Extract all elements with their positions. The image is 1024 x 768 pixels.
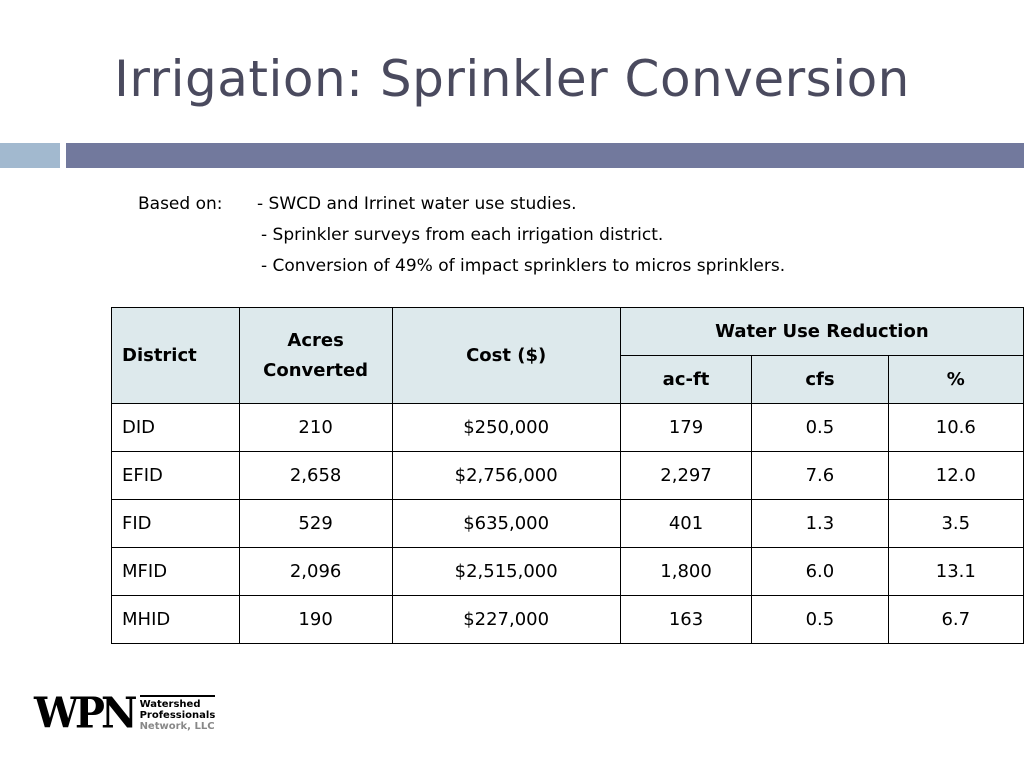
header-cost-text: Cost ($): [466, 344, 547, 366]
table-cell: 3.5: [887, 499, 1024, 548]
header-cfs: cfs: [751, 355, 889, 404]
table-row: MHID 190 $227,000 163 0.5 6.7: [111, 595, 1024, 644]
table-cell: 2,297: [619, 451, 753, 500]
table-row: MFID 2,096 $2,515,000 1,800 6.0 13.1: [111, 547, 1024, 596]
header-pct: %: [887, 355, 1024, 404]
table-cell: 1,800: [619, 547, 753, 596]
table-cell: 163: [619, 595, 753, 644]
logo-line: Professionals: [139, 710, 216, 721]
table-row: FID 529 $635,000 401 1.3 3.5: [111, 499, 1024, 548]
table-cell: 6.7: [887, 595, 1024, 644]
table-cell: 13.1: [887, 547, 1024, 596]
table-cell: 12.0: [887, 451, 1024, 500]
based-on-label: Based on:: [138, 194, 223, 214]
table-cell: $635,000: [391, 499, 621, 548]
table-cell: $2,756,000: [391, 451, 621, 500]
table-cell: 2,658: [238, 451, 393, 500]
header-district: District: [111, 307, 240, 404]
table-cell: 0.5: [751, 595, 889, 644]
based-on-item: - Conversion of 49% of impact sprinklers…: [261, 256, 786, 276]
table-cell: MHID: [111, 595, 240, 644]
table-cell: FID: [111, 499, 240, 548]
header-acres: Acres Converted: [238, 307, 393, 404]
table-cell: 6.0: [751, 547, 889, 596]
accent-bar-dark: [66, 143, 1024, 168]
accent-bar-light: [0, 143, 60, 168]
table-cell: 1.3: [751, 499, 889, 548]
logo-line: Network, LLC: [139, 721, 215, 732]
table-cell: 401: [619, 499, 753, 548]
table-cell: 190: [238, 595, 393, 644]
slide-title: Irrigation: Sprinkler Conversion: [114, 50, 910, 108]
wpn-logo: WPN Watershed Professionals Network, LLC: [34, 688, 216, 739]
table-cell: EFID: [111, 451, 240, 500]
table-cell: $227,000: [391, 595, 621, 644]
based-on-item: - Sprinkler surveys from each irrigation…: [261, 225, 664, 245]
logo-mark: WPN: [34, 688, 138, 739]
header-acres-text: Acres Converted: [263, 329, 369, 381]
table-cell: 179: [619, 403, 753, 452]
table-row: EFID 2,658 $2,756,000 2,297 7.6 12.0: [111, 451, 1024, 500]
table-cell: 7.6: [751, 451, 889, 500]
table-cell: 10.6: [887, 403, 1024, 452]
conversion-table: District Acres Converted Cost ($) Water …: [111, 307, 1024, 644]
table-cell: $250,000: [391, 403, 621, 452]
table-cell: 0.5: [751, 403, 889, 452]
based-on-item: - SWCD and Irrinet water use studies.: [257, 194, 577, 214]
header-acft: ac-ft: [619, 355, 753, 404]
table-row: DID 210 $250,000 179 0.5 10.6: [111, 403, 1024, 452]
header-water-use-reduction: Water Use Reduction: [619, 307, 1024, 356]
table-cell: MFID: [111, 547, 240, 596]
table-cell: 2,096: [238, 547, 393, 596]
table-cell: 529: [238, 499, 393, 548]
table-cell: $2,515,000: [391, 547, 621, 596]
logo-line: Watershed: [139, 699, 201, 710]
table-cell: DID: [111, 403, 240, 452]
header-cost: Cost ($): [391, 307, 621, 404]
table-cell: 210: [238, 403, 393, 452]
